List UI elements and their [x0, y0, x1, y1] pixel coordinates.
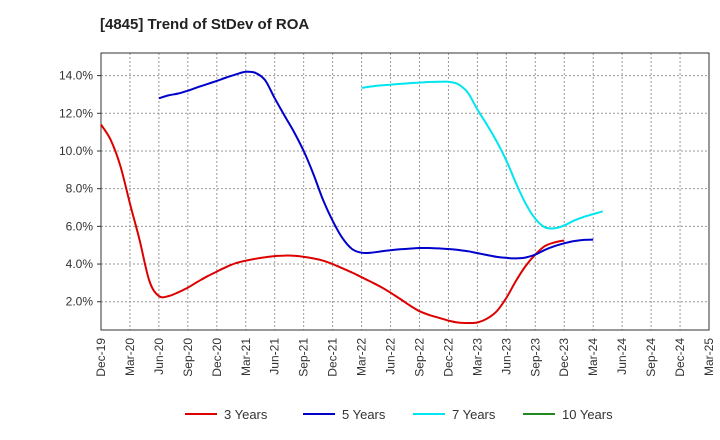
- legend-label: 10 Years: [562, 407, 613, 422]
- y-tick-label: 4.0%: [66, 257, 94, 271]
- x-tick-label: Mar-25: [702, 338, 716, 376]
- x-tick-label: Jun-22: [384, 338, 398, 375]
- y-tick-label: 2.0%: [66, 295, 94, 309]
- plot-area: [101, 53, 709, 330]
- y-tick-label: 14.0%: [59, 69, 93, 83]
- y-tick-label: 10.0%: [59, 144, 93, 158]
- x-tick-label: Sep-24: [644, 338, 658, 377]
- x-tick-label: Dec-19: [94, 338, 108, 377]
- plot-border: [100, 52, 710, 331]
- y-tick-label: 12.0%: [59, 106, 93, 120]
- x-tick-label: Mar-21: [239, 338, 253, 376]
- series-line-3-years: [100, 124, 565, 325]
- x-tick-label: Jun-24: [615, 338, 629, 375]
- x-tick-label: Dec-24: [673, 338, 687, 377]
- x-tick-label: Sep-22: [412, 338, 426, 377]
- y-tick-label: 6.0%: [66, 219, 94, 233]
- x-tick-label: Dec-23: [557, 338, 571, 377]
- series-line-7-years: [361, 80, 604, 230]
- x-tick-label: Sep-20: [181, 338, 195, 377]
- legend-label: 3 Years: [224, 407, 268, 422]
- x-tick-label: Sep-23: [528, 338, 542, 377]
- x-tick-label: Sep-21: [297, 338, 311, 377]
- x-tick-label: Mar-20: [123, 338, 137, 376]
- x-tick-label: Dec-22: [441, 338, 455, 377]
- x-tick-label: Jun-20: [152, 338, 166, 375]
- x-tick-label: Mar-24: [586, 338, 600, 376]
- x-tick-label: Mar-22: [355, 338, 369, 376]
- y-tick-label: 8.0%: [66, 182, 94, 196]
- chart-title: [4845] Trend of StDev of ROA: [100, 16, 310, 33]
- x-tick-label: Jun-23: [499, 338, 513, 375]
- series-line-5-years: [158, 70, 594, 260]
- legend-label: 7 Years: [452, 407, 496, 422]
- x-tick-label: Jun-21: [268, 338, 282, 375]
- x-tick-label: Dec-21: [326, 338, 340, 377]
- x-tick-label: Mar-23: [470, 338, 484, 376]
- legend-label: 5 Years: [342, 407, 386, 422]
- x-tick-label: Dec-20: [210, 338, 224, 377]
